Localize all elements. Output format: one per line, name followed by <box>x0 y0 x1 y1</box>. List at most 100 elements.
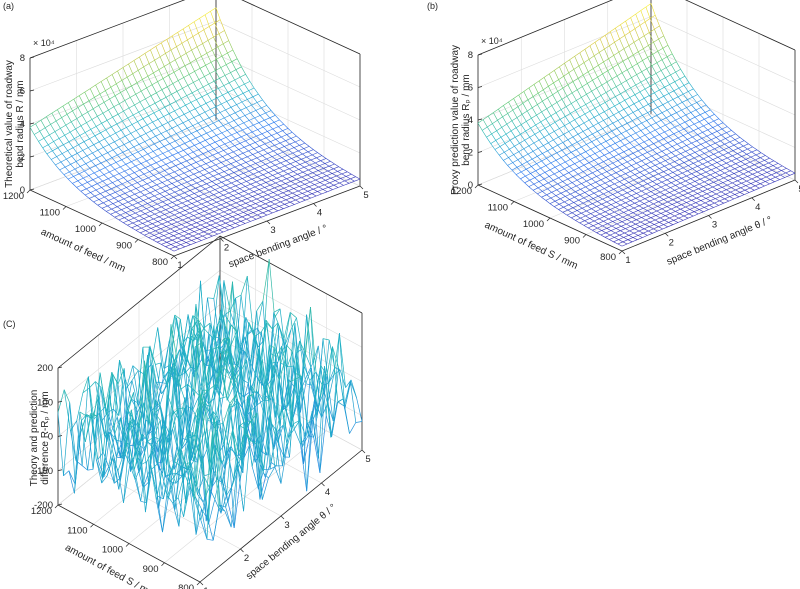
mesh-line <box>276 197 282 200</box>
mesh-line <box>257 212 263 216</box>
mesh-line <box>138 111 144 119</box>
mesh-line <box>733 173 739 177</box>
mesh-line <box>629 94 636 98</box>
mesh-line <box>615 143 620 148</box>
mesh-line <box>53 138 60 142</box>
mesh-line <box>644 169 650 174</box>
mesh-line <box>257 174 264 178</box>
mesh-line <box>280 201 285 205</box>
mesh-line <box>90 129 96 136</box>
mesh-line <box>562 84 569 89</box>
mesh-line <box>198 120 204 124</box>
mesh-line <box>276 199 281 203</box>
mesh-line <box>111 74 117 84</box>
mesh-line <box>690 178 696 182</box>
mesh-line <box>152 151 158 157</box>
mesh-line <box>693 130 698 135</box>
mesh-line <box>630 200 635 204</box>
mesh-line <box>628 42 635 46</box>
mesh-line <box>89 168 95 174</box>
mesh-line <box>623 209 629 213</box>
mesh-line <box>607 221 613 224</box>
mesh-line <box>229 187 235 192</box>
mesh-line <box>95 187 102 191</box>
mesh-line <box>324 161 331 164</box>
mesh-line <box>596 138 602 145</box>
mesh-line <box>234 188 240 192</box>
mesh-line <box>181 237 188 241</box>
mesh-line <box>687 195 693 199</box>
mesh-line <box>177 150 184 153</box>
mesh-line <box>263 147 270 151</box>
mesh-line <box>668 222 674 225</box>
mesh-line <box>646 155 652 159</box>
mesh-line <box>618 212 624 215</box>
mesh-line <box>649 221 655 225</box>
mesh-line <box>634 25 641 29</box>
mesh-line <box>726 160 732 164</box>
mesh-line <box>648 224 655 227</box>
mesh-line <box>721 157 728 161</box>
mesh-line <box>128 146 134 150</box>
mesh-line <box>162 179 168 183</box>
mesh-line <box>152 221 158 224</box>
mesh-line <box>682 172 687 177</box>
mesh-line <box>593 64 599 69</box>
mesh-line <box>193 21 199 34</box>
mesh-line <box>206 53 212 63</box>
mesh-line <box>338 166 344 170</box>
mesh-line <box>310 159 316 164</box>
mesh-line <box>510 137 516 141</box>
mesh-line <box>571 100 577 104</box>
mesh-line <box>183 74 190 78</box>
mesh-line <box>699 153 705 156</box>
mesh-line <box>668 194 674 198</box>
mesh-line <box>149 230 156 234</box>
mesh-line <box>650 122 657 126</box>
mesh-line <box>143 108 149 116</box>
mesh-line <box>175 209 180 213</box>
mesh-line <box>588 162 594 167</box>
mesh-line <box>694 181 700 185</box>
mesh-line <box>531 166 536 172</box>
mesh-line <box>181 95 187 99</box>
mesh-line <box>568 69 574 74</box>
mesh-line <box>88 97 95 101</box>
mesh-line <box>282 128 289 131</box>
mesh-line <box>160 226 167 229</box>
mesh-line <box>636 125 642 131</box>
mesh-line <box>191 238 198 241</box>
surface-mesh <box>477 3 796 247</box>
mesh-line <box>77 177 84 182</box>
mesh-line <box>129 97 135 106</box>
mesh-line <box>593 125 598 132</box>
mesh-line <box>200 222 207 226</box>
mesh-line <box>121 76 128 81</box>
mesh-line <box>295 159 302 162</box>
mesh-line <box>703 184 709 187</box>
mesh-line <box>219 78 225 86</box>
mesh-line <box>48 141 54 145</box>
mesh-line <box>516 164 523 168</box>
mesh-line <box>284 146 289 151</box>
mesh-line <box>109 194 115 199</box>
mesh-line <box>322 187 329 190</box>
mesh-line <box>556 187 563 191</box>
mesh-line <box>679 124 685 130</box>
mesh-line <box>667 174 673 178</box>
mesh-line <box>728 175 734 179</box>
mesh-line <box>667 199 674 203</box>
mesh-line <box>229 209 234 213</box>
mesh-line <box>562 87 568 97</box>
mesh-line <box>257 129 263 135</box>
mesh-line <box>286 132 293 135</box>
mesh-line <box>648 41 654 46</box>
mesh-line <box>599 182 606 186</box>
mesh-line <box>341 173 347 177</box>
mesh-line <box>236 132 242 138</box>
mesh-line <box>252 129 258 133</box>
mesh-line <box>689 181 696 184</box>
mesh-line <box>109 95 116 100</box>
mesh-line <box>266 105 272 111</box>
mesh-line <box>83 103 88 113</box>
